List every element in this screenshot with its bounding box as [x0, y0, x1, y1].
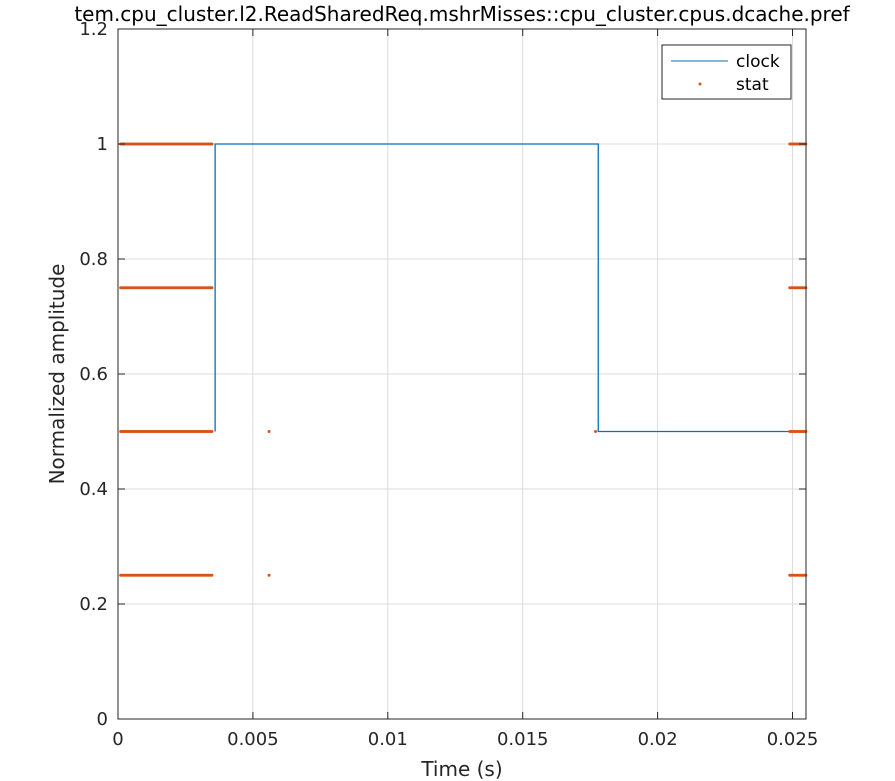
y-tick-label: 1 — [97, 134, 108, 155]
stat-point — [210, 286, 214, 290]
clock-series-line — [214, 143, 806, 433]
stat-point — [267, 573, 271, 577]
y-tick-label: 0.2 — [79, 594, 108, 615]
x-tick-label: 0.02 — [638, 729, 678, 750]
y-tick-label: 0 — [97, 709, 108, 730]
series-layer — [119, 142, 808, 577]
x-tick-label: 0 — [112, 729, 123, 750]
x-tick-label: 0.015 — [497, 729, 549, 750]
chart-title: tem.cpu_cluster.l2.ReadSharedReq.mshrMis… — [74, 2, 850, 26]
stat-series-points — [119, 142, 808, 577]
legend-stat-label: stat — [736, 75, 769, 95]
stat-point — [210, 142, 214, 146]
tick-labels: 0 0.005 0.01 0.015 0.02 0.025 0 0.2 0.4 0.6 0.8 1 1.… — [79, 19, 818, 750]
x-tick-label: 0.01 — [368, 729, 408, 750]
stat-point — [267, 430, 271, 433]
stat-point — [594, 430, 598, 433]
y-tick-label: 0.4 — [79, 479, 108, 500]
y-tick-label: 1.2 — [79, 19, 108, 40]
y-axis-label: Normalized amplitude — [45, 264, 69, 485]
x-tick-label: 0.025 — [767, 729, 819, 750]
x-axis-label: Time (s) — [420, 757, 502, 781]
legend: clock stat — [661, 44, 792, 100]
legend-box — [661, 44, 792, 100]
y-tick-label: 0.6 — [79, 364, 108, 385]
x-tick-label: 0.005 — [227, 729, 279, 750]
stat-point — [210, 573, 214, 577]
tick-marks — [117, 28, 806, 720]
stat-point — [210, 430, 214, 433]
y-tick-label: 0.8 — [79, 249, 108, 270]
legend-stat-marker — [698, 82, 702, 86]
legend-clock-label: clock — [736, 52, 780, 72]
